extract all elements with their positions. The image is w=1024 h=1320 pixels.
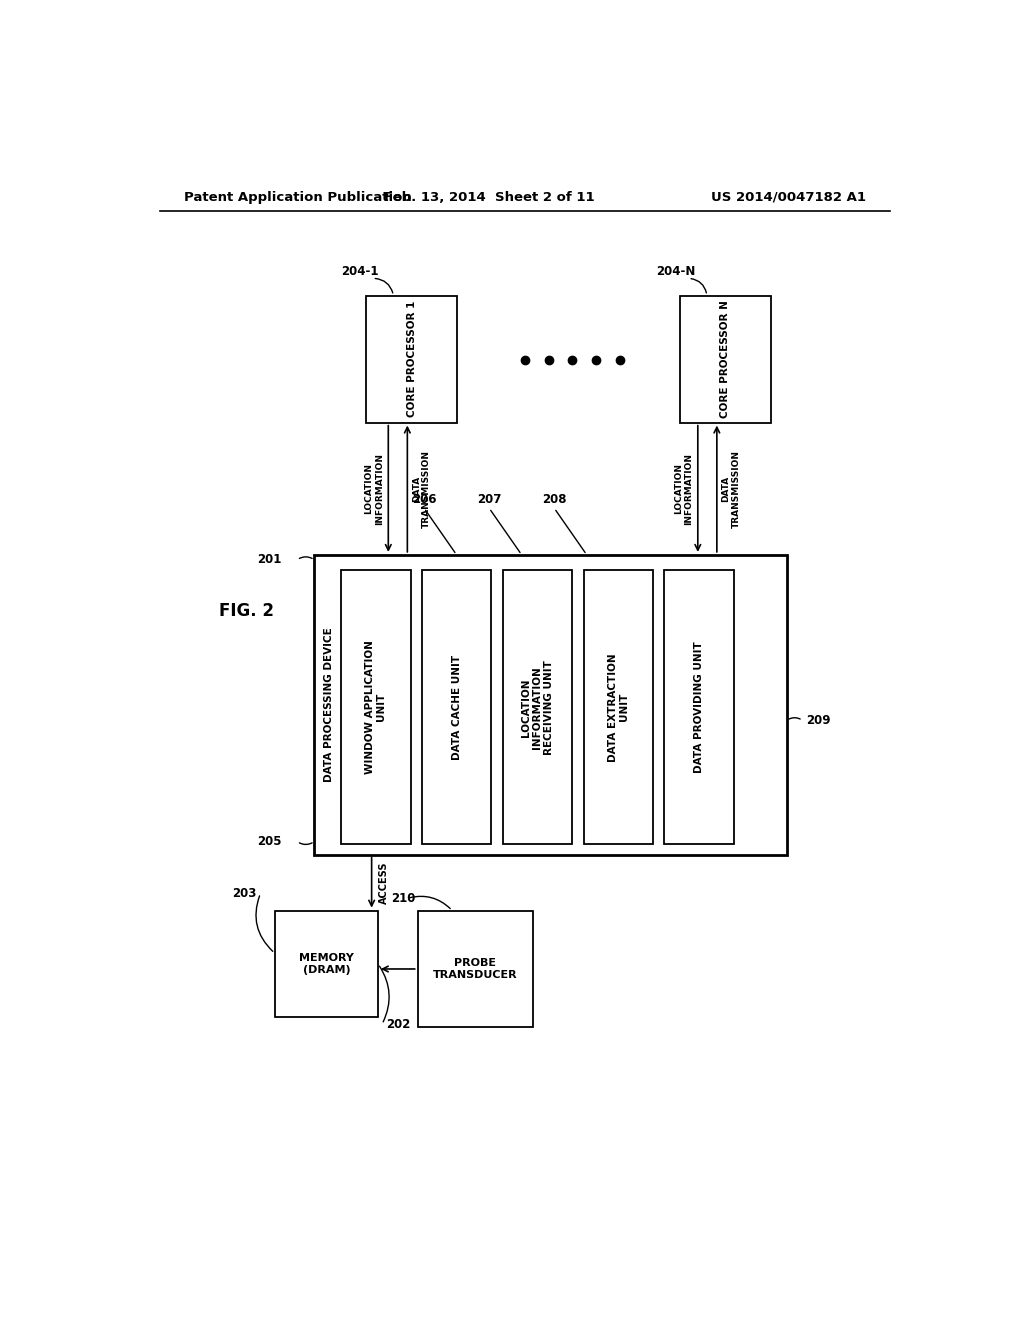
Bar — [341, 570, 411, 845]
Text: LOCATION
INFORMATION: LOCATION INFORMATION — [365, 453, 384, 525]
Text: Feb. 13, 2014  Sheet 2 of 11: Feb. 13, 2014 Sheet 2 of 11 — [384, 190, 594, 203]
Text: 204-N: 204-N — [656, 265, 696, 279]
Text: 208: 208 — [542, 492, 566, 506]
Text: 209: 209 — [807, 714, 831, 727]
Text: 210: 210 — [391, 892, 416, 904]
Bar — [418, 911, 532, 1027]
Text: 206: 206 — [412, 492, 436, 506]
Text: MEMORY
(DRAM): MEMORY (DRAM) — [299, 953, 354, 974]
Text: DATA PROCESSING DEVICE: DATA PROCESSING DEVICE — [324, 627, 334, 781]
Bar — [665, 570, 734, 845]
Bar — [584, 570, 653, 845]
Text: LOCATION
INFORMATION: LOCATION INFORMATION — [674, 453, 693, 525]
Text: DATA
TRANSMISSION: DATA TRANSMISSION — [722, 450, 740, 528]
Text: DATA EXTRACTION
UNIT: DATA EXTRACTION UNIT — [607, 653, 629, 762]
Text: 207: 207 — [477, 492, 502, 506]
Text: DATA PROVIDING UNIT: DATA PROVIDING UNIT — [694, 642, 705, 774]
Text: WINDOW APPLICATION
UNIT: WINDOW APPLICATION UNIT — [365, 640, 386, 775]
Text: ACCESS: ACCESS — [379, 862, 388, 904]
Bar — [314, 554, 786, 854]
Text: Patent Application Publication: Patent Application Publication — [183, 190, 412, 203]
Text: 205: 205 — [257, 836, 282, 847]
Text: FIG. 2: FIG. 2 — [219, 602, 274, 619]
Bar — [422, 570, 492, 845]
Text: US 2014/0047182 A1: US 2014/0047182 A1 — [711, 190, 866, 203]
Bar — [680, 296, 771, 422]
Text: 203: 203 — [232, 887, 257, 900]
Text: 202: 202 — [386, 1018, 411, 1031]
Bar — [503, 570, 572, 845]
Text: 201: 201 — [257, 553, 282, 566]
Bar — [274, 911, 378, 1018]
Text: PROBE
TRANSDUCER: PROBE TRANSDUCER — [433, 958, 517, 979]
Text: CORE PROCESSOR N: CORE PROCESSOR N — [720, 300, 730, 418]
Text: DATA CACHE UNIT: DATA CACHE UNIT — [452, 655, 462, 760]
Text: LOCATION
INFORMATION
RECEIVING UNIT: LOCATION INFORMATION RECEIVING UNIT — [521, 660, 554, 755]
Bar — [367, 296, 458, 422]
Text: DATA
TRANSMISSION: DATA TRANSMISSION — [412, 450, 431, 528]
Text: 204-1: 204-1 — [341, 265, 378, 279]
Text: CORE PROCESSOR 1: CORE PROCESSOR 1 — [407, 301, 417, 417]
